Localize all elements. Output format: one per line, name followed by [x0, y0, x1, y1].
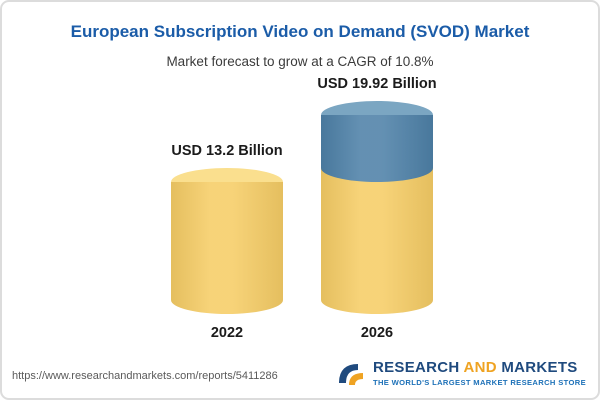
report-url-link[interactable]: https://www.researchandmarkets.com/repor…: [12, 370, 278, 382]
logo-word-and: AND: [463, 358, 497, 376]
bar-2022-body: [171, 182, 283, 314]
chart-title: European Subscription Video on Demand (S…: [70, 22, 530, 41]
value-label-2026: USD 19.92 Billion: [317, 76, 437, 92]
value-label-2022: USD 13.2 Billion: [171, 143, 283, 159]
axis-label-2022: 2022: [210, 325, 244, 341]
logo-wordmark: RESEARCH AND MARKETS: [372, 358, 578, 377]
logo-tagline: THE WORLD'S LARGEST MARKET RESEARCH STOR…: [372, 378, 586, 387]
logo-word-research: RESEARCH: [372, 358, 460, 376]
logo-text: RESEARCH AND MARKETS THE WORLD'S LARGEST…: [372, 358, 586, 387]
bar-2026-blue-segment: [321, 101, 433, 182]
bar-2026: USD 19.92 Billion 2026: [317, 76, 436, 341]
axis-label-2026: 2026: [360, 325, 394, 341]
bar-2026-blue-body: [321, 115, 433, 182]
researchandmarkets-logo-icon: [338, 363, 363, 385]
logo-word-markets: MARKETS: [501, 358, 578, 376]
chart-subtitle: Market forecast to grow at a CAGR of 10.…: [166, 54, 434, 69]
bar-2022: USD 13.2 Billion 2022: [171, 143, 283, 341]
researchandmarkets-logo: RESEARCH AND MARKETS THE WORLD'S LARGEST…: [336, 358, 586, 387]
bar-2026-yellow-segment: [321, 168, 433, 314]
